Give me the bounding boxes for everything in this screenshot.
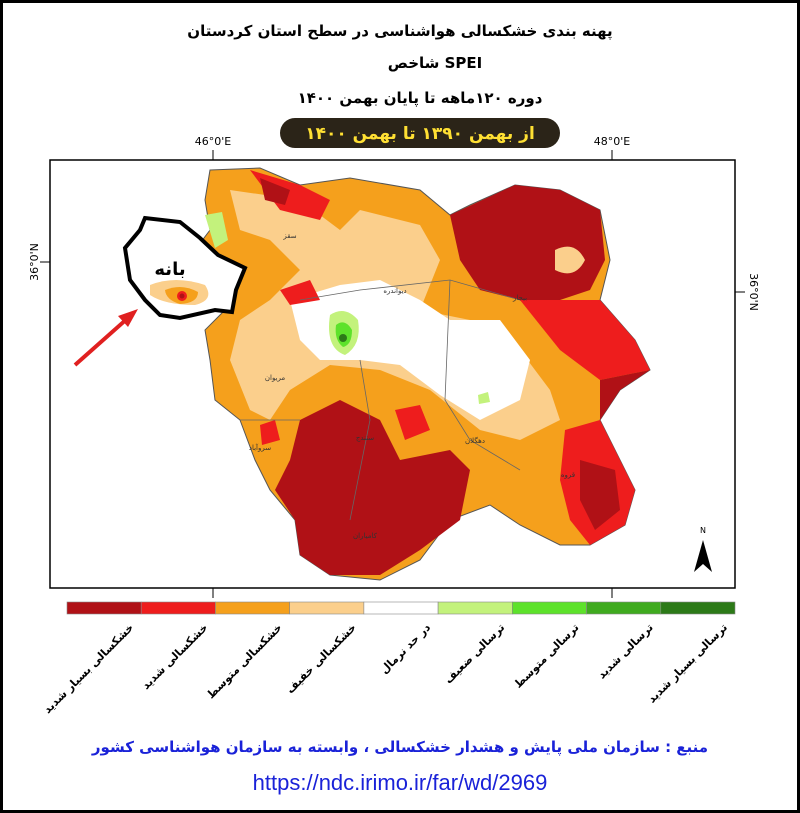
city-label: سقز bbox=[282, 232, 296, 240]
pointer-arrowhead bbox=[118, 309, 138, 327]
city-label: مریوان bbox=[265, 374, 286, 382]
city-label: سروآباد bbox=[249, 443, 271, 452]
city-label: سنندج bbox=[356, 434, 374, 442]
legend-swatch bbox=[586, 601, 662, 615]
range: از بهمن ۱۳۹۰ تا بهمن ۱۴۰۰ bbox=[305, 124, 535, 144]
legend-swatch bbox=[363, 601, 439, 615]
city-label: دیواندره bbox=[383, 287, 406, 295]
source: منبع : سازمان ملی پایش و هشدار خشکسالی ،… bbox=[91, 738, 708, 757]
drought-map bbox=[194, 167, 651, 581]
legend-swatch bbox=[437, 601, 513, 615]
legend-swatch bbox=[215, 601, 290, 615]
legend-swatch bbox=[140, 601, 216, 615]
lat-label: 36°0'N bbox=[28, 243, 41, 281]
pointer-arrow bbox=[73, 316, 130, 367]
legend-swatch bbox=[66, 601, 142, 615]
north-label: N bbox=[700, 526, 706, 535]
city-label: بیجار bbox=[512, 294, 527, 302]
legend-swatch bbox=[660, 601, 736, 615]
period: دوره ۱۲۰ماهه تا پایان بهمن ۱۴۰۰ bbox=[298, 89, 543, 108]
legend-swatch bbox=[512, 601, 587, 615]
lon-label: 48°0'E bbox=[594, 135, 631, 148]
city-label: کامیاران bbox=[353, 532, 378, 540]
legend-swatch bbox=[289, 601, 365, 615]
title: پهنه بندی خشکسالی هواشناسی در سطح استان … bbox=[187, 22, 612, 41]
city-label: دهگلان bbox=[465, 436, 485, 445]
lat-label: 36°0'N bbox=[747, 273, 760, 311]
range-banner bbox=[280, 118, 560, 148]
north-arrow bbox=[694, 540, 712, 572]
url[interactable]: https://ndc.irimo.ir/far/wd/2969 bbox=[253, 770, 548, 795]
highlight-area bbox=[179, 293, 185, 299]
index: شاخص SPEI bbox=[388, 54, 483, 72]
highlight-label: بانه bbox=[154, 259, 185, 280]
city-label: قروه bbox=[561, 471, 575, 479]
lon-label: 46°0'E bbox=[195, 135, 232, 148]
